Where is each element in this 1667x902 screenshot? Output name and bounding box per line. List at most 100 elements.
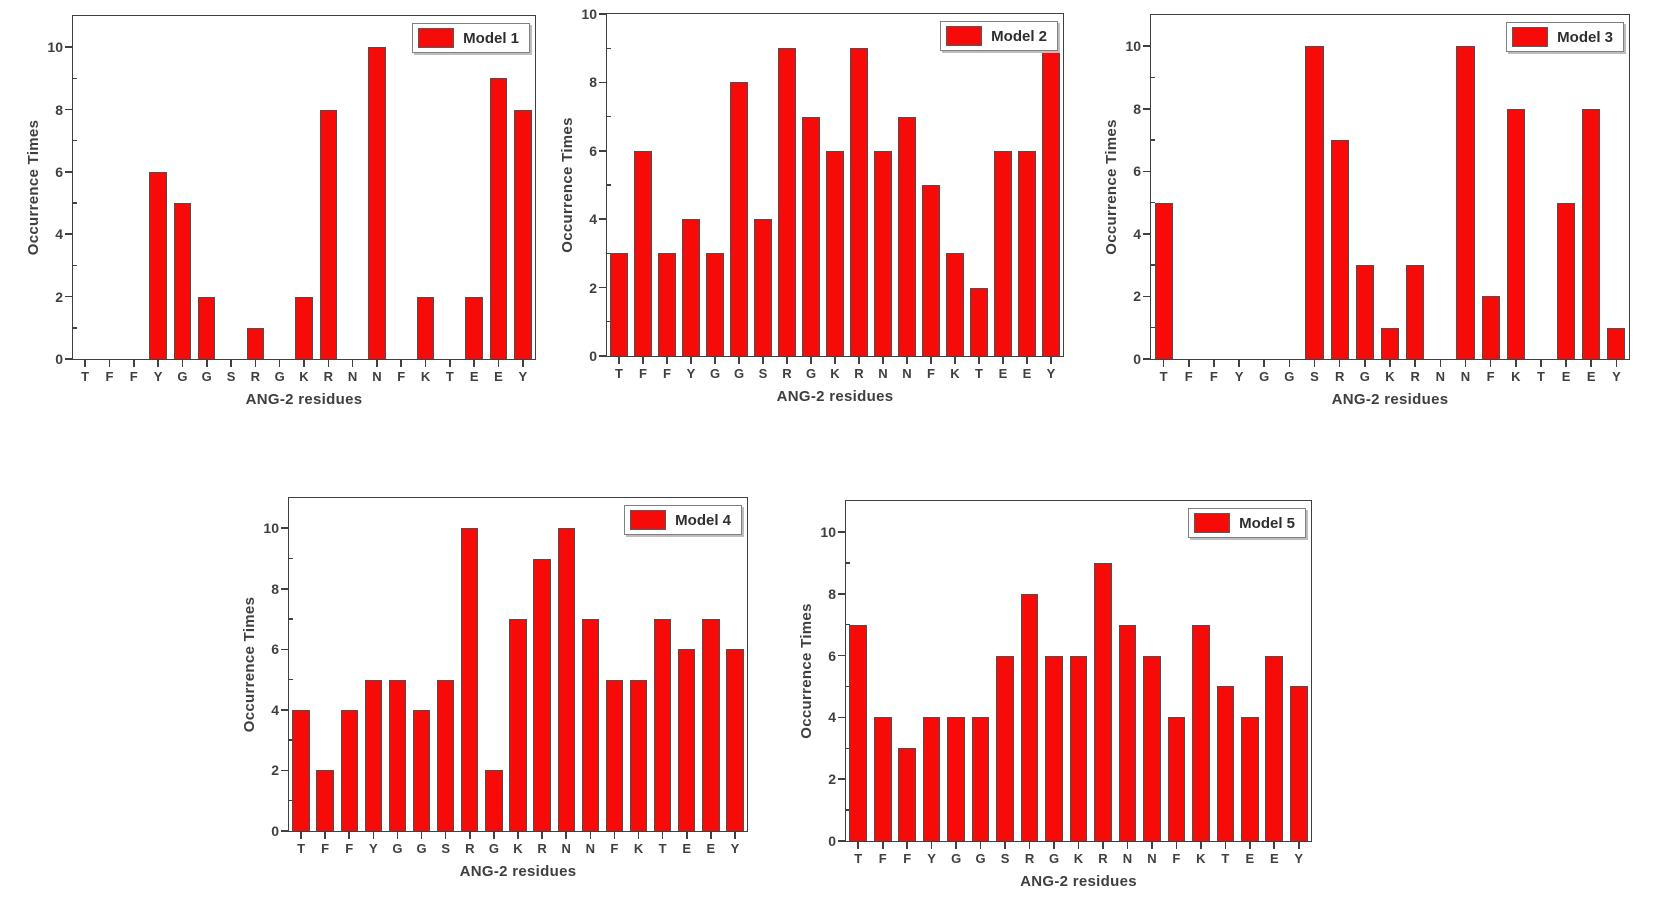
x-axis-tick — [1050, 357, 1052, 364]
chart-model-4: 0 2 4 6 8 10 T F F Y G G S R G K R N N F K T E E Y ANG-2 residues… — [241, 497, 748, 880]
y-tick-label: 0 — [55, 351, 63, 367]
x-axis-tick — [1364, 360, 1366, 367]
y-axis-minor-tick — [846, 562, 850, 564]
bar — [1020, 593, 1039, 841]
x-tick-label: F — [345, 841, 354, 856]
x-axis-tick — [327, 360, 330, 367]
bar — [971, 717, 990, 841]
x-tick-label: S — [1310, 369, 1319, 384]
x-tick-label: E — [1022, 366, 1032, 381]
x-tick-label: T — [615, 366, 623, 381]
y-axis-minor-tick — [1151, 264, 1155, 266]
bar — [1481, 296, 1500, 359]
x-tick-label: R — [1410, 369, 1420, 384]
x-axis-tick — [1414, 360, 1416, 367]
bar — [340, 709, 358, 831]
bar — [461, 528, 479, 831]
chart-model-1: 0 2 4 6 8 10 T F F Y G G S R G K R N N F K T E E Y ANG-2 residues… — [25, 15, 536, 408]
x-tick-label: Y — [369, 841, 378, 856]
bar — [946, 253, 964, 356]
x-tick-label: K — [950, 366, 960, 381]
x-tick-label: K — [420, 369, 431, 384]
y-axis-label: Occurrence Times — [25, 119, 42, 256]
x-axis-tick — [396, 832, 399, 839]
x-axis-tick — [930, 357, 932, 364]
x-tick-label: T — [1221, 851, 1230, 866]
x-tick-label: K — [1073, 851, 1084, 866]
y-axis-minor-tick — [289, 800, 293, 802]
bar — [754, 219, 772, 356]
y-axis-tick — [65, 46, 72, 48]
x-axis-tick — [1162, 360, 1165, 367]
y-tick-label: 10 — [581, 6, 597, 22]
x-tick-label: F — [397, 369, 406, 384]
x-tick-label: K — [1196, 851, 1206, 866]
x-axis-tick — [254, 360, 257, 367]
y-tick-label: 6 — [55, 163, 63, 180]
y-axis-tick — [599, 13, 606, 15]
bar — [485, 770, 503, 831]
legend-label: Model 2 — [991, 27, 1047, 45]
x-axis-tick — [979, 842, 982, 849]
y-tick-label: 0 — [1133, 351, 1141, 367]
x-axis-tick — [882, 357, 884, 364]
x-tick-label: T — [658, 841, 667, 856]
bar — [197, 296, 216, 359]
y-axis-label: Occurrence Times — [1103, 119, 1120, 255]
y-axis-minor-tick — [846, 809, 850, 811]
bar — [922, 185, 940, 356]
y-tick-label: 6 — [1133, 163, 1141, 180]
x-tick-label: F — [1172, 851, 1181, 866]
x-axis-tick — [978, 357, 980, 364]
x-axis-tick — [1238, 360, 1240, 367]
x-tick-label: G — [1048, 851, 1060, 866]
x-axis-tick — [493, 832, 495, 839]
bar — [898, 116, 916, 356]
y-axis-tick — [838, 592, 845, 595]
x-tick-label: R — [1334, 369, 1345, 384]
x-tick-label: G — [177, 369, 188, 384]
x-axis-label: ANG-2 residues — [1331, 391, 1449, 408]
y-axis-minor-tick — [607, 252, 611, 255]
x-axis-tick — [522, 360, 524, 367]
x-tick-label: G — [733, 366, 745, 381]
x-tick-label: G — [488, 841, 499, 856]
x-tick-label: F — [610, 841, 619, 856]
y-tick-label: 8 — [55, 101, 63, 118]
x-tick-label: K — [830, 366, 840, 381]
y-tick-label: 10 — [47, 39, 63, 56]
bar — [319, 109, 338, 359]
x-tick-label: F — [878, 851, 887, 866]
bar — [581, 619, 599, 831]
x-tick-label: N — [1147, 851, 1157, 866]
x-axis-tick — [541, 832, 543, 839]
x-axis-tick — [637, 832, 640, 839]
y-tick-label: 4 — [271, 701, 279, 718]
bar — [489, 78, 508, 359]
chart-model-5: 0 2 4 6 8 10 T F F Y G G S R G K R N N F K T E E Y ANG-2 residues… — [798, 500, 1312, 890]
y-axis-minor-tick — [1151, 201, 1155, 204]
x-tick-label: Y — [730, 841, 740, 856]
x-tick-label: E — [494, 369, 503, 384]
legend-label: Model 1 — [463, 29, 519, 47]
legend: Model 2 — [940, 21, 1058, 51]
x-axis-tick — [1002, 357, 1004, 364]
x-tick-label: G — [1284, 369, 1295, 384]
x-axis-tick — [810, 357, 812, 364]
x-axis-tick — [324, 832, 326, 839]
x-axis-tick — [303, 360, 305, 367]
x-axis-tick — [1224, 842, 1227, 849]
x-axis-tick — [1514, 360, 1517, 367]
y-axis-minor-tick — [1151, 76, 1155, 79]
y-tick-label: 0 — [589, 348, 597, 364]
x-axis-tick — [734, 832, 736, 839]
legend-label: Model 5 — [1239, 514, 1295, 532]
x-axis-tick — [449, 360, 451, 367]
x-tick-label: T — [975, 366, 983, 381]
bar — [295, 296, 313, 359]
bar — [1289, 686, 1308, 841]
x-axis-tick — [1077, 842, 1080, 849]
y-tick-label: 6 — [589, 142, 597, 159]
x-tick-label: G — [975, 851, 986, 866]
